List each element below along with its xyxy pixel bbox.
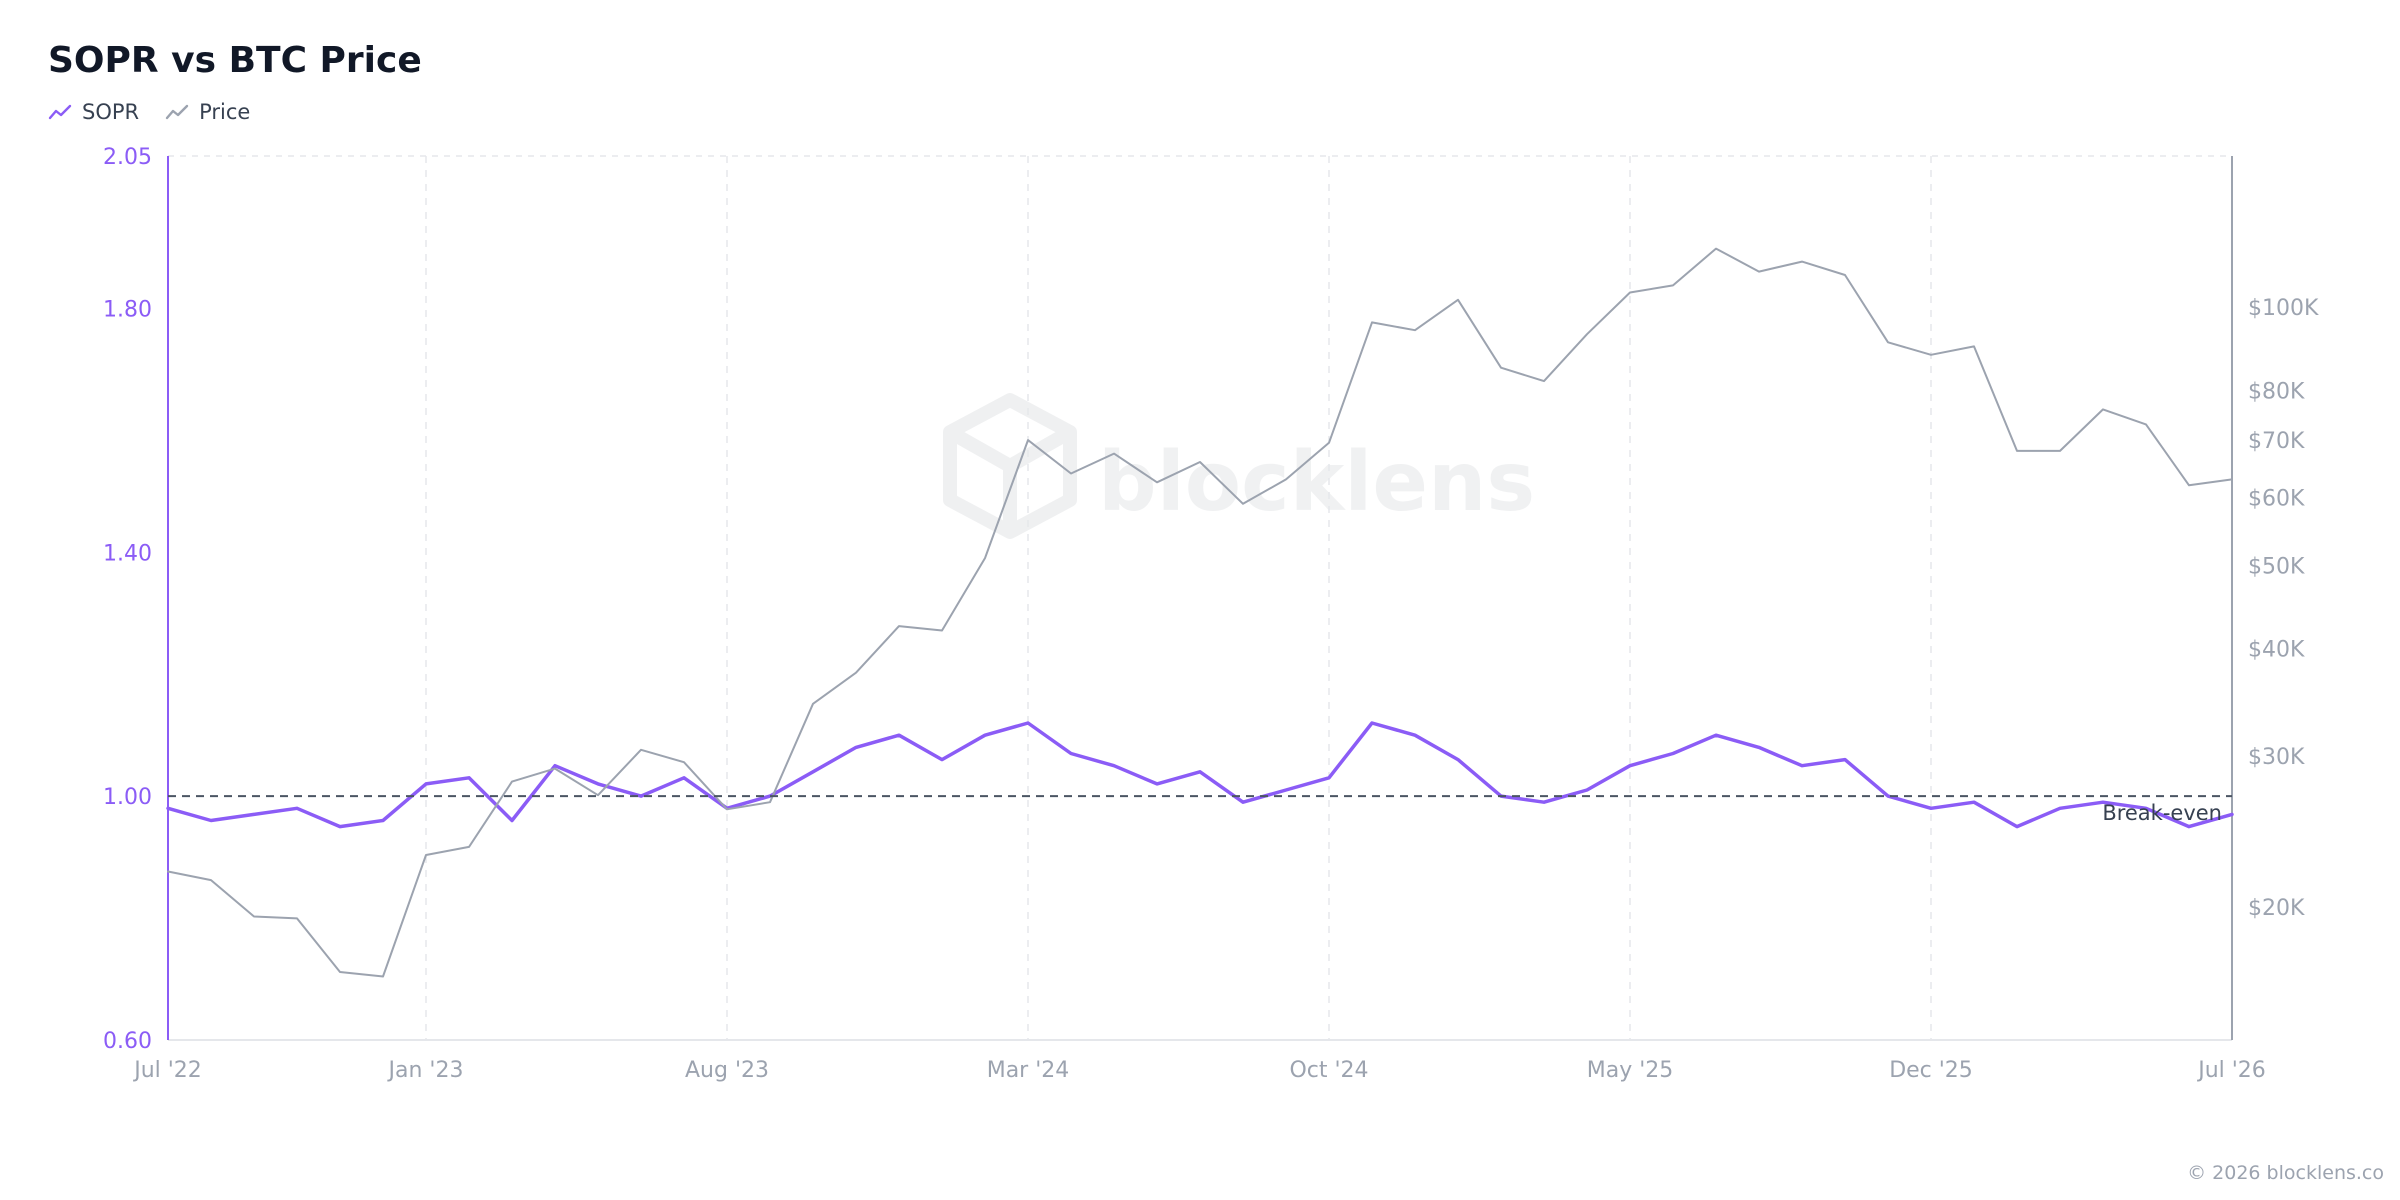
right-tick-label: $40K [2248,638,2305,663]
sopr-line [166,721,2234,829]
left-tick-label: 0.60 [103,1029,152,1054]
left-tick-label: 1.40 [103,541,152,566]
right-tick-label: $80K [2248,379,2305,404]
right-tick-label: $50K [2248,555,2305,580]
right-tick-label: $30K [2248,745,2305,770]
right-tick-label: $70K [2248,429,2305,454]
right-tick-label: $100K [2248,296,2319,321]
x-tick-label: Jul '22 [132,1058,202,1083]
legend-label-sopr: SOPR [82,100,140,124]
left-tick-label: 1.00 [103,785,152,810]
price-line [167,247,2233,978]
x-tick-label: Jan '23 [387,1058,464,1083]
break-even-label: Break-even [2102,801,2222,825]
right-tick-label: $20K [2248,896,2305,921]
x-tick-label: Dec '25 [1889,1058,1973,1083]
x-tick-label: Mar '24 [987,1058,1070,1083]
legend-item-price[interactable]: Price [165,100,250,124]
legend-label-price: Price [199,100,251,124]
left-tick-label: 2.05 [103,145,152,170]
trend-line-icon [48,104,72,120]
trend-line-icon [165,104,189,120]
x-tick-label: Jul '26 [2196,1058,2266,1083]
x-tick-label: Oct '24 [1289,1058,1368,1083]
legend-item-sopr[interactable]: SOPR [48,100,139,124]
chart-title: SOPR vs BTC Price [48,40,422,81]
watermark-logo [943,393,1077,539]
copyright-footer: © 2026 blocklens.co [2187,1162,2384,1184]
right-tick-label: $60K [2248,487,2305,512]
x-tick-label: May '25 [1587,1058,1674,1083]
x-tick-label: Aug '23 [685,1058,769,1083]
watermark-text: blocklens [1098,435,1535,530]
chart-legend: SOPR Price [48,100,250,124]
left-tick-label: 1.80 [103,297,152,322]
